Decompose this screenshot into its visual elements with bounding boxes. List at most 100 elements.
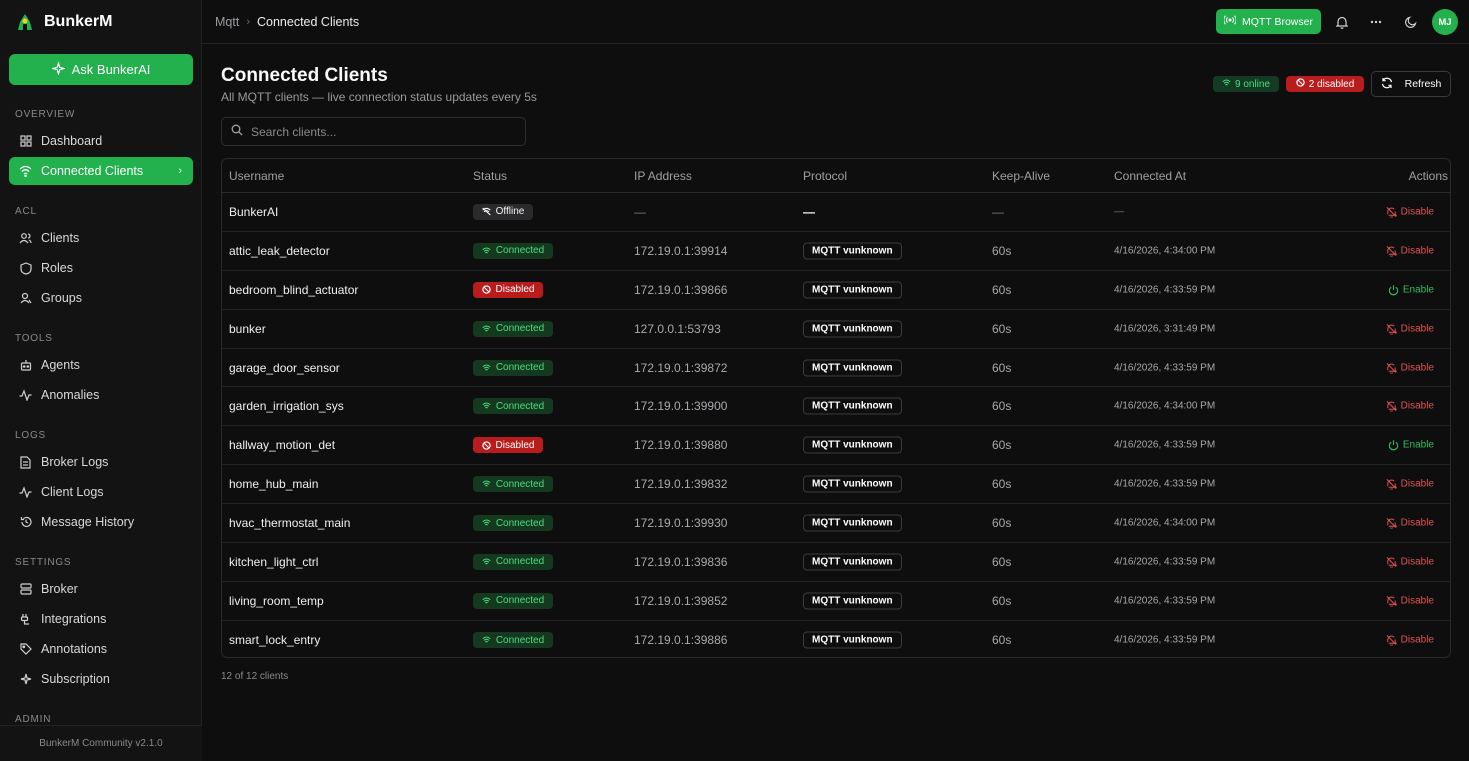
table-row: bunker Connected 127.0.0.1:53793 MQTT vu… [222,310,1450,349]
disabled-count-label: 2 disabled [1308,78,1355,90]
sidebar-item-agents[interactable]: Agents [9,351,193,379]
status-badge: Disabled [473,437,543,454]
ip-cell: 172.19.0.1:39832 [634,477,728,492]
table-row: bedroom_blind_actuator Disabled 172.19.0… [222,271,1450,310]
power-icon [1388,440,1399,451]
disable-button[interactable]: Disable [1386,518,1434,529]
protocol-badge: MQTT vunknown [803,359,902,376]
brand[interactable]: BunkerM [0,0,201,44]
sidebar-item-connected-clients[interactable]: Connected Clients › [9,157,193,185]
disable-button[interactable]: Disable [1386,323,1434,335]
section-label-overview: OVERVIEW [15,109,76,120]
avatar[interactable]: MJ [1432,9,1458,35]
connected-at-cell: 4/16/2026, 4:33:59 PM [1114,439,1216,451]
refresh-icon [1381,77,1393,92]
sidebar-item-label: Dashboard [41,134,103,148]
username-cell: kitchen_light_ctrl [229,554,319,569]
protocol-cell: MQTT vunknown [803,631,902,649]
status-badge: Connected [473,359,553,376]
disable-button[interactable]: Disable [1386,401,1434,412]
status-cell: Connected [473,592,553,609]
column-header-username: Username [229,169,285,183]
keepalive-cell: 60s [992,593,1012,608]
status-cell: Connected [473,515,553,532]
enable-button[interactable]: Enable [1388,284,1434,295]
sidebar-item-dashboard[interactable]: Dashboard [9,127,193,155]
sidebar-item-clients[interactable]: Clients [9,224,193,252]
sidebar-item-subscription[interactable]: Subscription [9,665,193,693]
bell-off-icon [1386,362,1397,373]
plug-icon [19,613,32,626]
sidebar-item-roles[interactable]: Roles [9,254,193,282]
connected-at-cell: 4/16/2026, 4:33:59 PM [1114,634,1216,646]
status-cell: Connected [473,320,553,337]
status-label: Disabled [495,284,535,296]
ip-cell: 172.19.0.1:39930 [634,516,728,531]
refresh-button[interactable]: Refresh [1371,71,1451,97]
disable-button[interactable]: Disable [1386,556,1434,568]
table-row: attic_leak_detector Connected 172.19.0.1… [222,232,1450,271]
brand-name: BunkerM [44,13,113,30]
activity-icon [19,389,32,402]
status-badge: Connected [473,592,553,609]
username-cell: bunker [229,321,266,336]
sidebar-item-annotations[interactable]: Annotations [9,635,193,663]
ask-bunkerai-button[interactable]: Ask BunkerAI [9,54,193,85]
wifi-icon [482,325,491,333]
keepalive-cell: 60s [992,477,1012,492]
status-badge: Connected [473,398,553,415]
moon-icon[interactable] [1403,14,1419,30]
page-title: Connected Clients [221,65,388,86]
sidebar-item-label: Agents [41,358,80,372]
sidebar-item-integrations[interactable]: Integrations [9,605,193,633]
users-icon [19,232,32,245]
status-cell: Offline [473,203,533,220]
disable-button[interactable]: Disable [1386,206,1434,218]
sidebar-item-anomalies[interactable]: Anomalies [9,381,193,409]
breadcrumb-current: Connected Clients [256,14,360,29]
keepalive-cell: 60s [992,360,1012,375]
keepalive-cell: 60s [992,243,1012,258]
disable-button[interactable]: Disable [1386,245,1434,257]
disable-button[interactable]: Disable [1386,479,1434,490]
sidebar-item-broker-logs[interactable]: Broker Logs [9,448,193,476]
table-row: hvac_thermostat_main Connected 172.19.0.… [222,504,1450,544]
power-icon [1388,284,1399,295]
status-badge: Offline [473,203,533,220]
disable-button[interactable]: Disable [1386,362,1434,373]
sidebar: BunkerM Ask BunkerAI OVERVIEW Dashboard … [0,0,202,761]
connected-at-cell: 4/16/2026, 4:34:00 PM [1114,400,1216,412]
online-count-badge: 9 online [1213,76,1279,92]
breadcrumb-mqtt[interactable]: Mqtt [215,14,240,29]
status-badge: Connected [473,553,553,570]
enable-button[interactable]: Enable [1388,440,1434,451]
protocol-cell: MQTT vunknown [803,397,902,415]
section-label-admin: ADMIN [15,714,52,725]
sidebar-item-broker[interactable]: Broker [9,575,193,603]
search-input[interactable] [251,124,511,139]
sidebar-item-message-history[interactable]: Message History [9,508,193,536]
column-header-actions: Actions [1408,169,1448,183]
table-row: home_hub_main Connected 172.19.0.1:39832… [222,465,1450,505]
more-icon[interactable] [1368,14,1384,30]
sidebar-item-label: Broker Logs [41,455,109,469]
ip-cell: 172.19.0.1:39886 [634,633,728,648]
wifi-icon [482,402,491,410]
disable-button[interactable]: Disable [1386,635,1434,646]
sidebar-item-groups[interactable]: Groups [9,284,193,312]
status-label: Connected [495,323,545,335]
username-cell: home_hub_main [229,477,319,492]
bell-off-icon [1386,595,1397,607]
table-row: kitchen_light_ctrl Connected 172.19.0.1:… [222,543,1450,582]
bell-off-icon [1386,518,1397,529]
username-cell: hvac_thermostat_main [229,516,351,531]
disable-button[interactable]: Disable [1386,595,1434,607]
connected-at-cell: 4/16/2026, 4:34:00 PM [1114,245,1216,257]
grid-icon [19,135,32,148]
mqtt-browser-button[interactable]: MQTT Browser [1216,9,1321,34]
username-cell: BunkerAI [229,204,279,219]
sparkles-icon [19,673,32,686]
sidebar-item-client-logs[interactable]: Client Logs [9,478,193,506]
bell-icon[interactable] [1334,14,1350,30]
robot-icon [19,359,32,372]
